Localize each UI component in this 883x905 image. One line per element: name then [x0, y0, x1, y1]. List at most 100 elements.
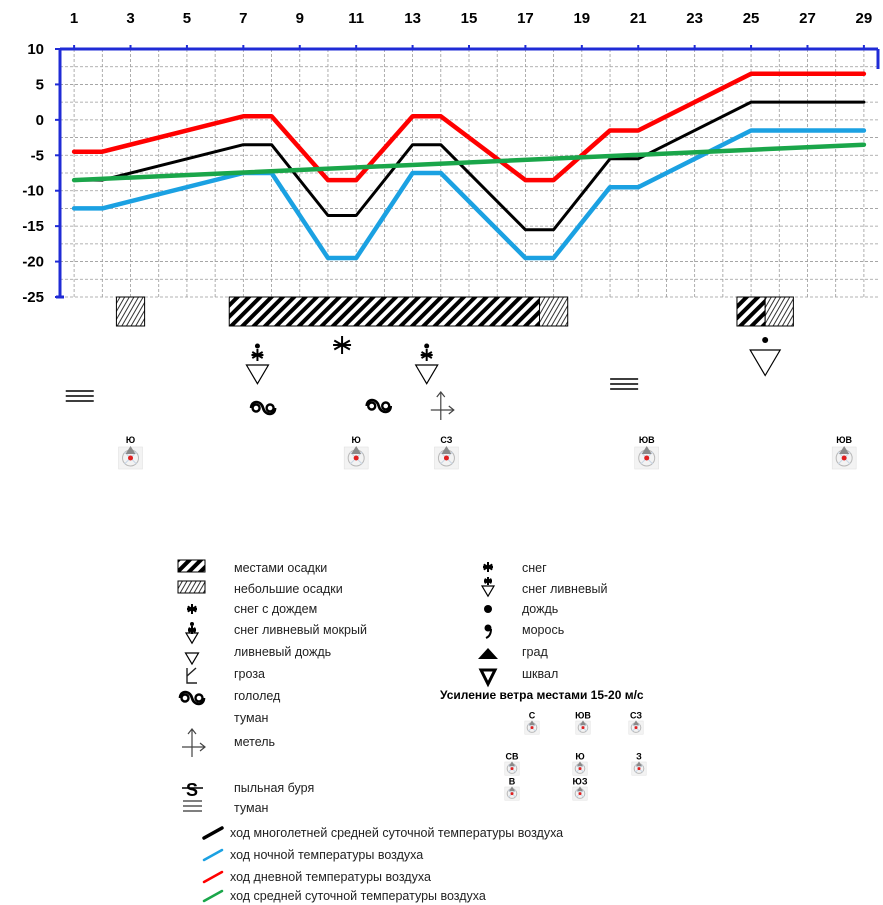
precip-bar-light	[115, 296, 146, 327]
wind-label: З	[636, 752, 642, 762]
legend-line-swatch	[202, 848, 224, 862]
dot-shape	[254, 343, 260, 349]
legend-icon-sleet	[187, 604, 197, 614]
wind-arrow	[633, 720, 639, 726]
x-tick-label: 5	[183, 10, 191, 27]
glaze-loop	[194, 693, 204, 703]
legend-line-swatch	[202, 889, 224, 903]
triangle-shape	[480, 585, 496, 598]
legend-wind-2: СЗ	[628, 711, 644, 735]
drizzle-dot	[484, 624, 492, 632]
glaze-loop	[180, 693, 190, 703]
blizzard-stroke	[436, 391, 446, 398]
wind-label: ЮВ	[575, 711, 591, 721]
legend-wind-3: СВ	[504, 752, 520, 776]
legend-icon-hail	[478, 648, 498, 659]
wind-center	[128, 455, 134, 461]
wind-center	[578, 767, 582, 771]
wind-icon-day-3: Ю	[118, 435, 143, 470]
thunder-stroke	[186, 668, 197, 684]
wind-label: ЮВ	[836, 435, 852, 445]
x-tick-label: 15	[461, 10, 478, 27]
legend-wind-7: ЮЗ	[573, 777, 588, 801]
wind-arrow	[577, 761, 583, 767]
wind-label: Ю	[575, 752, 584, 762]
wind-icon-day-21: ЮВ	[634, 435, 659, 470]
wind-label: СВ	[506, 752, 519, 762]
series-line	[71, 142, 867, 183]
wind-label: СЗ	[440, 435, 452, 445]
wind-icon-day-11: Ю	[343, 435, 369, 470]
legend-icon-dust-storm: S	[182, 780, 203, 800]
x-tick-label: 1	[70, 10, 78, 27]
precip-bar-local	[228, 296, 541, 327]
wind-label: В	[509, 777, 516, 787]
chart-axes: 1 3 5 7 9 11 13 15 17 19 21 23 25 27 291050-5-10-15-20…	[22, 10, 880, 306]
y-tick-label: 5	[36, 76, 44, 93]
legend-wind-0: С	[524, 711, 540, 735]
symbol-ливневый-дождь	[749, 337, 782, 377]
wind-label: ЮВ	[639, 435, 655, 445]
wind-icon-day-14: СЗ	[434, 435, 459, 470]
wind-center	[510, 792, 514, 796]
wind-arrow	[580, 720, 586, 726]
x-tick-label: 3	[126, 10, 134, 27]
symbol-снег-ливневый-мокрый	[245, 343, 270, 385]
x-tick-label: 17	[517, 10, 534, 27]
wind-arrow	[509, 786, 515, 792]
series-line	[72, 100, 866, 232]
dot-shape	[424, 343, 430, 349]
glaze-wave	[178, 690, 206, 706]
triangle-shape	[184, 652, 200, 666]
wind-arrow	[636, 761, 642, 767]
symbol-туман	[610, 378, 639, 390]
legend-icon-blizzard	[182, 728, 206, 757]
y-tick-label: -20	[22, 254, 44, 271]
wind-label: ЮЗ	[573, 777, 588, 787]
legend-wind-1: ЮВ	[575, 711, 591, 735]
x-tick-label: 19	[573, 10, 590, 27]
y-tick-label: 10	[27, 41, 44, 58]
legend-icon-wet-snow-shower	[184, 622, 200, 645]
y-tick-label: -15	[22, 218, 44, 235]
glaze-wave	[249, 400, 277, 416]
precipitation-bars	[115, 296, 794, 327]
x-tick-label: 23	[686, 10, 703, 27]
blizzard-stroke	[199, 742, 206, 752]
legend-line-swatch	[202, 870, 224, 884]
legend-line-swatch	[202, 826, 224, 840]
wind-icon-day-28: ЮВ	[831, 435, 857, 470]
triangle-shape	[245, 364, 270, 385]
precip-bar-local	[736, 296, 766, 327]
glaze-loop	[381, 401, 391, 411]
legend-wind-5: З	[631, 752, 647, 776]
wind-arrow	[577, 786, 583, 792]
x-tick-label: 13	[404, 10, 421, 27]
symbol-гололед	[365, 398, 393, 414]
x-tick-label: 25	[743, 10, 760, 27]
legend-icon-light-hatch	[177, 580, 206, 594]
legend-icon-thunderstorm	[186, 667, 197, 684]
legend-icon-fog	[183, 800, 202, 812]
squall-shape	[478, 668, 498, 688]
legend-icon-rain	[484, 605, 492, 613]
wind-center	[578, 792, 582, 796]
x-tick-label: 29	[856, 10, 873, 27]
wind-arrow	[839, 446, 850, 454]
wind-center	[841, 455, 847, 461]
x-tick-label: 7	[239, 10, 247, 27]
x-tick-label: 27	[799, 10, 816, 27]
glaze-wave	[365, 398, 393, 414]
legend-wind-4: Ю	[572, 752, 588, 776]
symbol-снег	[333, 336, 352, 354]
precip-bar-light	[539, 296, 569, 327]
wind-center	[634, 726, 638, 730]
wind-center	[443, 455, 449, 461]
wind-label: Ю	[126, 435, 135, 445]
wind-arrow	[125, 446, 136, 454]
symbol-туман	[65, 390, 94, 402]
chart-series	[71, 71, 867, 261]
dot-shape	[190, 622, 194, 626]
